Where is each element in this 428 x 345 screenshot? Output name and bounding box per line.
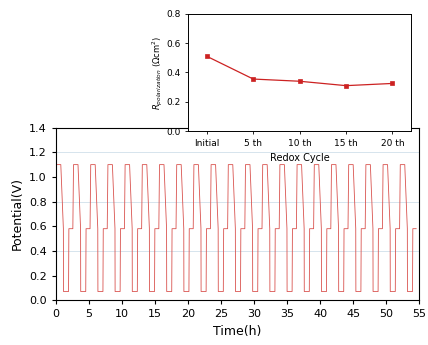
X-axis label: Time(h): Time(h) [213,325,262,338]
Y-axis label: Potential(V): Potential(V) [10,177,23,250]
X-axis label: Redox Cycle: Redox Cycle [270,153,330,163]
Y-axis label: $R_{polarization}$ ($\Omega$cm$^2$): $R_{polarization}$ ($\Omega$cm$^2$) [150,35,165,110]
